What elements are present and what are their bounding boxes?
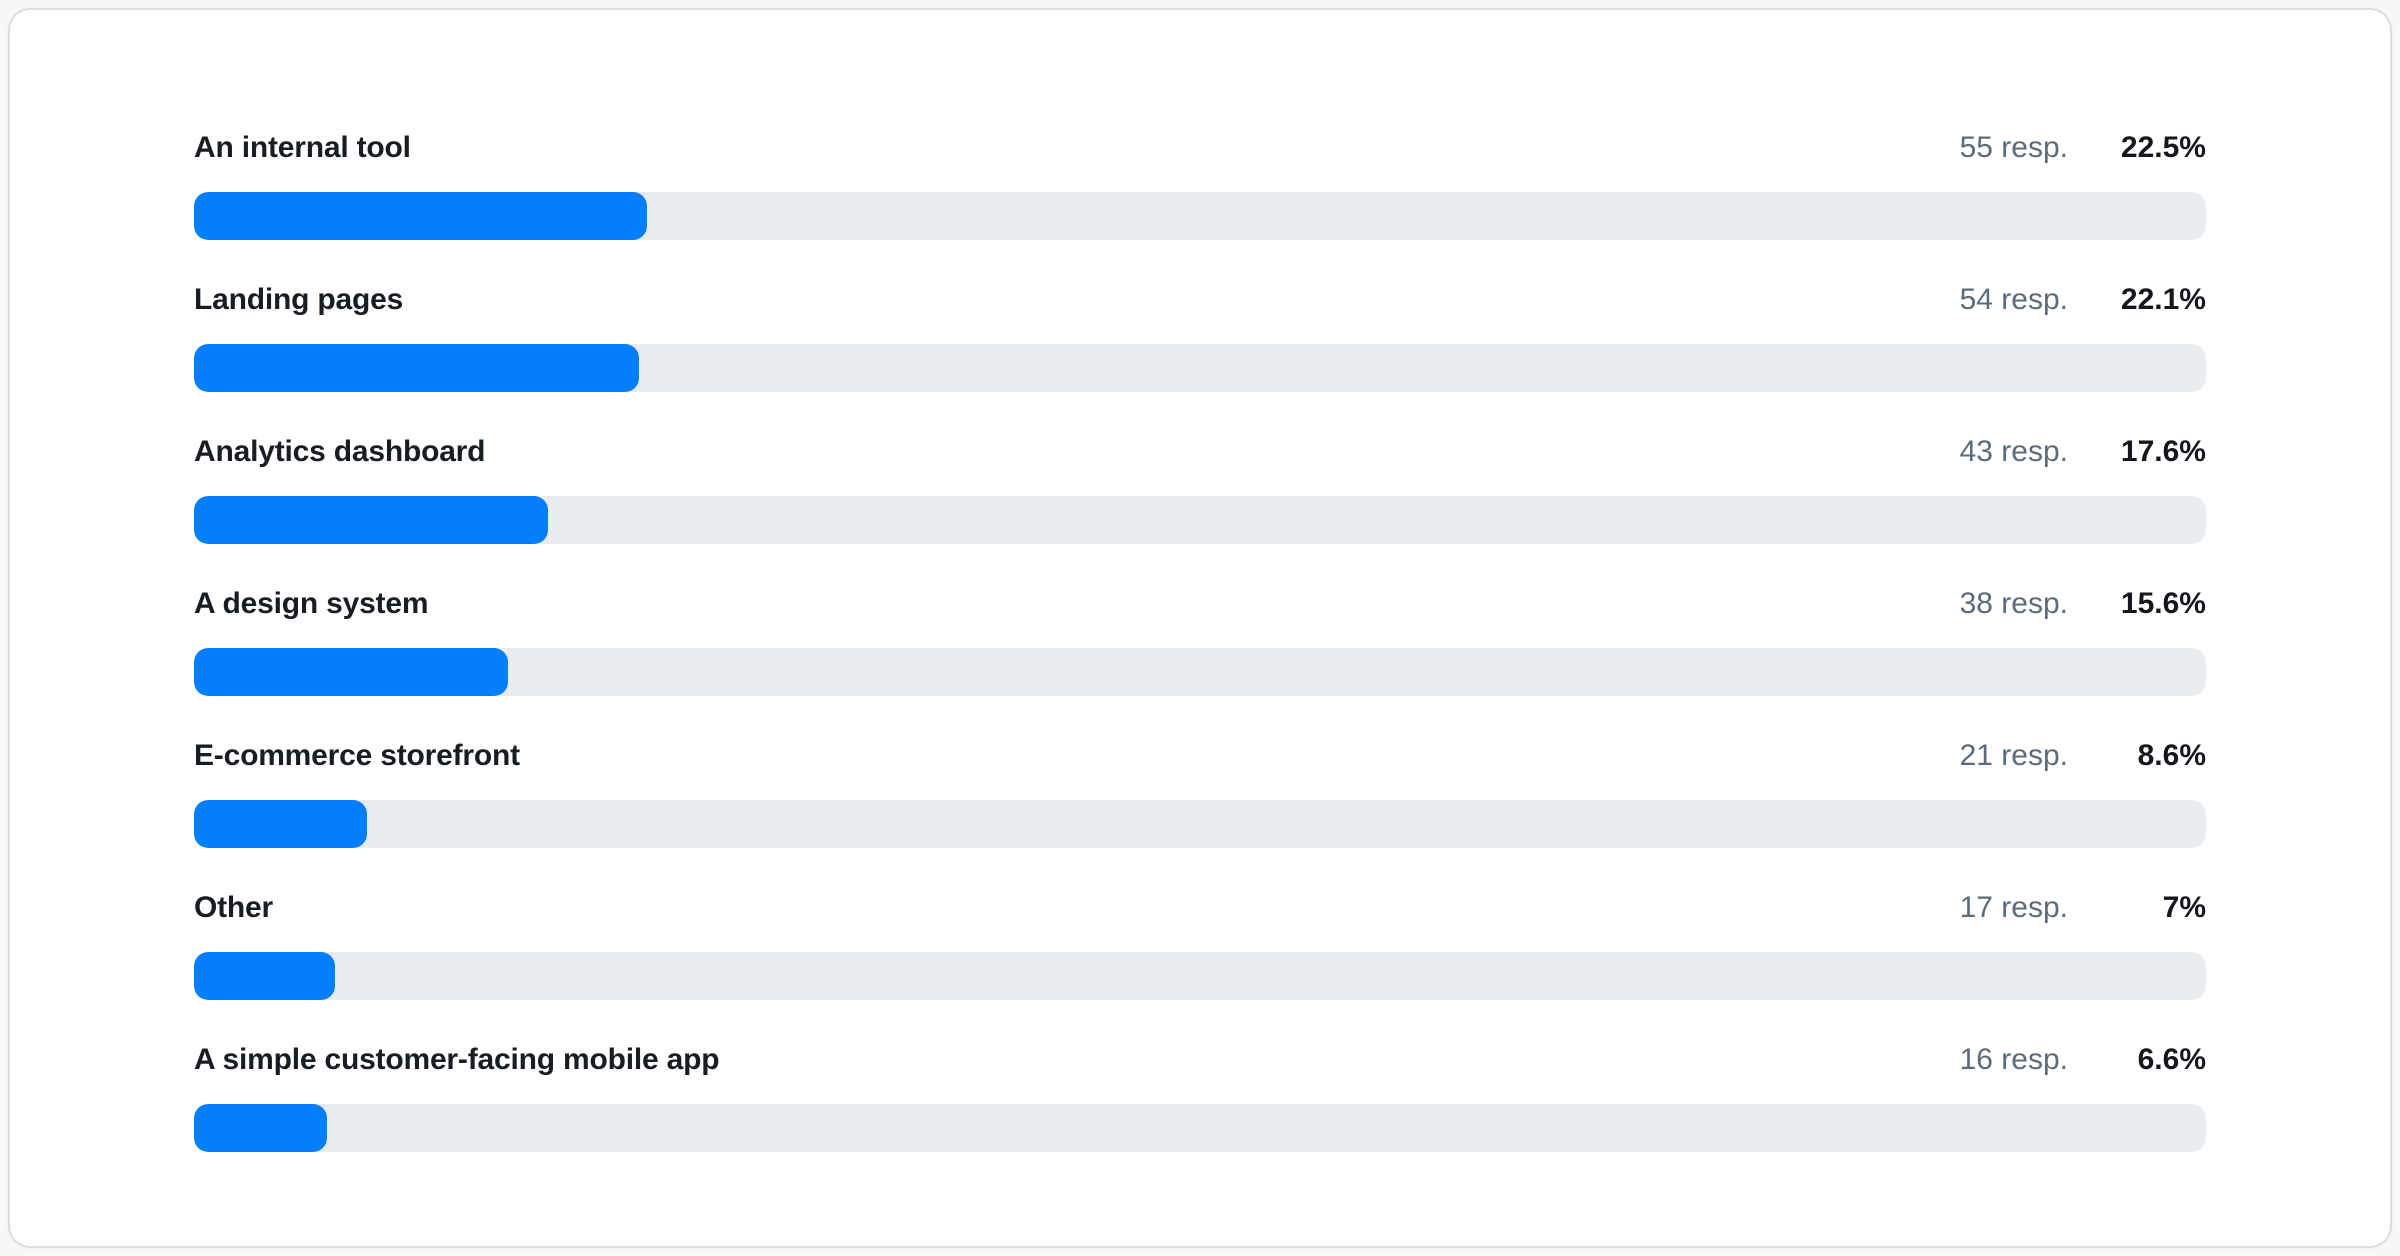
percent-value: 22.1% (2120, 283, 2206, 316)
option-label-row: Other 17 resp. 7% (194, 890, 2206, 926)
survey-results-card: An internal tool 55 resp. 22.5% Landing … (8, 8, 2392, 1248)
percent-value: 6.6% (2137, 1043, 2206, 1076)
responses-count: 55 resp. (1959, 131, 2068, 164)
bar-track (194, 952, 2206, 1000)
option-label: E-commerce storefront (194, 739, 520, 772)
bar-fill (194, 496, 549, 544)
option-label: Other (194, 891, 274, 924)
bar-track (194, 800, 2206, 848)
bar-fill (194, 344, 639, 392)
option-label-row: Analytics dashboard 43 resp. 17.6% (194, 434, 2206, 470)
bar-track (194, 648, 2206, 696)
bar-track (194, 344, 2206, 392)
option-label-row: E-commerce storefront 21 resp. 8.6% (194, 738, 2206, 774)
percent-value: 8.6% (2137, 739, 2206, 772)
option-label: A simple customer-facing mobile app (194, 1043, 720, 1076)
option-label-row: A simple customer-facing mobile app 16 r… (194, 1042, 2206, 1078)
percent-value: 15.6% (2120, 587, 2206, 620)
responses-count: 43 resp. (1959, 435, 2068, 468)
bar-fill (194, 192, 647, 240)
percent-value: 22.5% (2120, 131, 2206, 164)
percent-value: 7% (2162, 891, 2206, 924)
bar-track (194, 1104, 2206, 1152)
responses-count: 21 resp. (1959, 739, 2068, 772)
option-label-row: Landing pages 54 resp. 22.1% (194, 282, 2206, 318)
bar-fill (194, 800, 368, 848)
bar-fill (194, 648, 508, 696)
bar-track (194, 192, 2206, 240)
survey-option-row: Analytics dashboard 43 resp. 17.6% (194, 434, 2206, 544)
survey-option-row: Other 17 resp. 7% (194, 890, 2206, 1000)
option-label-row: A design system 38 resp. 15.6% (194, 586, 2206, 622)
survey-option-row: Landing pages 54 resp. 22.1% (194, 282, 2206, 392)
results-list: An internal tool 55 resp. 22.5% Landing … (10, 10, 2390, 1152)
responses-count: 17 resp. (1959, 891, 2068, 924)
option-label: A design system (194, 587, 429, 620)
option-label: An internal tool (194, 131, 411, 164)
option-label-row: An internal tool 55 resp. 22.5% (194, 130, 2206, 166)
option-label: Analytics dashboard (194, 435, 486, 468)
bar-fill (194, 952, 335, 1000)
survey-option-row: An internal tool 55 resp. 22.5% (194, 130, 2206, 240)
survey-option-row: E-commerce storefront 21 resp. 8.6% (194, 738, 2206, 848)
option-label: Landing pages (194, 283, 404, 316)
responses-count: 54 resp. (1959, 283, 2068, 316)
responses-count: 38 resp. (1959, 587, 2068, 620)
bar-track (194, 496, 2206, 544)
survey-option-row: A simple customer-facing mobile app 16 r… (194, 1042, 2206, 1152)
bar-fill (194, 1104, 327, 1152)
percent-value: 17.6% (2120, 435, 2206, 468)
responses-count: 16 resp. (1959, 1043, 2068, 1076)
survey-option-row: A design system 38 resp. 15.6% (194, 586, 2206, 696)
